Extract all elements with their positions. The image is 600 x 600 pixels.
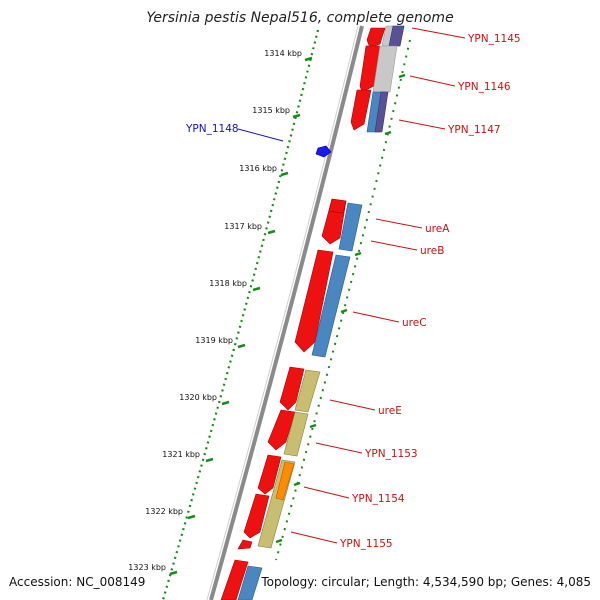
ruler-label: 1318 kbp — [209, 279, 247, 288]
ruler-tick — [237, 343, 246, 349]
gene-label-ypn-1145[interactable]: YPN_1145 — [467, 33, 521, 45]
ruler-tick — [267, 229, 276, 235]
ruler-ticks — [169, 56, 313, 576]
gene-label-ypn-1147[interactable]: YPN_1147 — [447, 124, 501, 136]
cds-block-purple-top[interactable] — [388, 25, 405, 47]
ruler-label: 1314 kbp — [264, 49, 302, 58]
ruler-label: 1322 kbp — [145, 507, 183, 516]
gene-label-ypn-1154[interactable]: YPN_1154 — [351, 493, 405, 505]
ruler-line — [161, 29, 320, 600]
leader-line — [411, 27, 466, 39]
leader-line — [329, 399, 376, 411]
ruler-label: 1320 kbp — [179, 393, 217, 402]
map-title: Yersinia pestis Nepal516, complete genom… — [146, 10, 454, 26]
cds-arrow-bottom[interactable] — [220, 559, 249, 600]
ruler-tick — [205, 457, 214, 463]
cds-arrow-ypn-1153[interactable] — [267, 409, 296, 451]
cds-arrow-ureb-lower[interactable] — [328, 198, 347, 214]
outer-tick — [293, 481, 301, 487]
outer-tick — [275, 538, 283, 544]
backbone-line — [209, 25, 364, 600]
genome-summary-text: Topology: circular; Length: 4,534,590 bp… — [261, 575, 591, 589]
gene-label-uree[interactable]: ureE — [378, 405, 402, 417]
ruler-label: 1319 kbp — [195, 336, 233, 345]
backbone-highlight — [206, 25, 359, 600]
accession-text: Accession: NC_008149 — [9, 575, 146, 589]
ruler-tick — [221, 400, 230, 406]
ruler-tick — [169, 570, 178, 576]
cds-block-grey-1146[interactable] — [372, 45, 398, 93]
ruler-tick — [187, 514, 196, 520]
leader-line — [303, 486, 350, 499]
cds-block-orange-1154[interactable] — [275, 461, 295, 501]
cds-arrow-uree[interactable] — [279, 366, 305, 411]
leader-line — [398, 119, 446, 130]
label-leaders — [237, 27, 466, 544]
cds-arrow-ypn-1155[interactable] — [237, 539, 253, 550]
leader-line — [370, 240, 418, 251]
ruler-label: 1317 kbp — [224, 222, 262, 231]
leader-line — [237, 128, 284, 142]
gene-label-ypn-1153[interactable]: YPN_1153 — [364, 448, 418, 460]
cds-arrow-ypn-1154-b[interactable] — [243, 493, 270, 539]
gene-label-ureb[interactable]: ureB — [420, 245, 444, 257]
ruler-label: 1316 kbp — [239, 164, 277, 173]
ruler-label: 1315 kbp — [252, 106, 290, 115]
cds-arrow-urec[interactable] — [294, 249, 334, 353]
leader-line — [315, 442, 363, 454]
cds-block-blue-urec[interactable] — [311, 254, 351, 358]
gene-label-ypn-1146[interactable]: YPN_1146 — [457, 81, 511, 93]
ruler-label: 1323 kbp — [128, 563, 166, 572]
outer-tick — [340, 308, 348, 314]
outer-tick — [398, 73, 406, 79]
cds-arrow-ypn-1147[interactable] — [350, 89, 372, 131]
cds-arrow-ypn-1148[interactable] — [315, 145, 332, 158]
outer-tick — [354, 251, 362, 257]
ruler-tick — [252, 286, 261, 292]
cds-block-blue-bottom[interactable] — [237, 565, 263, 600]
gene-label-urea[interactable]: ureA — [425, 223, 450, 235]
cds-block-purple-1147[interactable] — [374, 91, 389, 133]
leader-line — [409, 75, 456, 87]
cds-block-khaki-uree[interactable] — [294, 369, 321, 413]
cds-arrows — [220, 27, 386, 600]
cds-block-khaki-1153[interactable] — [283, 411, 309, 457]
leader-line — [290, 531, 338, 544]
cds-arrow-ypn-1146[interactable] — [359, 45, 381, 93]
outer-ticks — [275, 73, 406, 544]
leader-line — [375, 218, 423, 229]
leader-line — [352, 311, 400, 323]
cds-block-blue-ureb[interactable] — [338, 202, 363, 252]
gene-label-urec[interactable]: ureC — [402, 317, 427, 329]
outer-tick — [384, 130, 392, 136]
ruler-label: 1321 kbp — [162, 450, 200, 459]
cds-arrow-ypn-1154-a[interactable] — [257, 454, 282, 495]
gene-label-ypn-1148[interactable]: YPN_1148 — [185, 123, 239, 135]
ruler-tick — [304, 56, 313, 62]
outer-tick — [309, 423, 317, 429]
ruler-tick — [280, 171, 289, 177]
cds-track-2 — [237, 25, 405, 600]
ruler-tick — [292, 113, 301, 119]
gene-label-ypn-1155[interactable]: YPN_1155 — [339, 538, 393, 550]
